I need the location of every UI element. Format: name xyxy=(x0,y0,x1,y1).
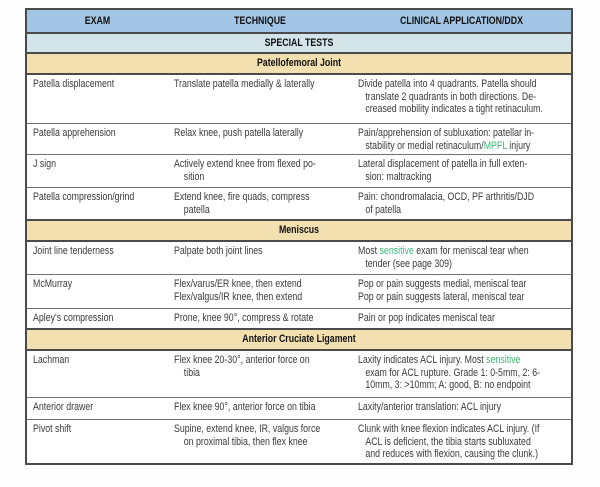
special-tests-table: EXAM TECHNIQUE CLINICAL APPLICATION/DDX … xyxy=(25,8,573,465)
table-row-j-sign: J sign Actively extend knee from flexed … xyxy=(27,154,571,187)
clinical-cell: Divide patella into 4 quadrants. Patella… xyxy=(358,78,543,115)
band-anterior-cruciate-ligament: Anterior Cruciate Ligament xyxy=(27,328,571,349)
exam-cell: McMurray xyxy=(33,278,73,290)
band-special-tests-label: SPECIAL TESTS xyxy=(264,36,334,49)
band-patellofemoral-joint-label: Patellofemoral Joint xyxy=(256,57,342,70)
exam-cell: Apley's compression xyxy=(33,312,114,324)
table-row-lachman: Lachman Flex knee 20-30°, anterior force… xyxy=(27,349,571,397)
technique-cell: Prone, knee 90°, compress & rotate xyxy=(174,312,314,324)
table-row-patella-displacement: Patella displacement Translate patella m… xyxy=(27,73,571,123)
band-special-tests: SPECIAL TESTS xyxy=(27,32,571,52)
band-meniscus-label: Meniscus xyxy=(278,224,320,237)
technique-cell: Translate patella medially & laterally xyxy=(174,78,315,90)
table-row-apleys-compression: Apley's compression Prone, knee 90°, com… xyxy=(27,308,571,328)
exam-cell: Pivot shift xyxy=(33,423,72,435)
clinical-cell: Pain: chondromalacia, OCD, PF arthritis/… xyxy=(358,191,535,216)
technique-cell: Relax knee, push patella laterally xyxy=(174,127,304,139)
exam-cell: Anterior drawer xyxy=(33,401,94,413)
band-meniscus: Meniscus xyxy=(27,219,571,240)
technique-cell: Flex knee 20-30°, anterior force on tibi… xyxy=(174,354,310,379)
highlight-term: sensitive xyxy=(486,354,521,366)
clinical-cell: Pain/apprehension of subluxation: patell… xyxy=(358,127,535,152)
column-header-exam: EXAM xyxy=(84,14,111,27)
table-row-joint-line-tenderness: Joint line tenderness Palpate both joint… xyxy=(27,240,571,274)
clinical-cell: Laxity indicates ACL injury. Most sensit… xyxy=(358,354,541,391)
technique-cell: Flex knee 90°, anterior force on tibia xyxy=(174,401,316,413)
clinical-cell: Clunk with knee flexion indicates ACL in… xyxy=(358,423,540,460)
technique-cell: Palpate both joint lines xyxy=(174,245,263,257)
band-patellofemoral-joint: Patellofemoral Joint xyxy=(27,52,571,73)
technique-cell: Extend knee, fire quads, compress patell… xyxy=(174,191,310,216)
table-row-patella-compression-grind: Patella compression/grind Extend knee, f… xyxy=(27,187,571,219)
technique-cell: Supine, extend knee, IR, valgus force on… xyxy=(174,423,321,448)
table-row-anterior-drawer: Anterior drawer Flex knee 90°, anterior … xyxy=(27,397,571,419)
table-header-row: EXAM TECHNIQUE CLINICAL APPLICATION/DDX xyxy=(27,10,571,32)
exam-cell: Patella compression/grind xyxy=(33,191,135,203)
exam-cell: Joint line tenderness xyxy=(33,245,114,257)
exam-cell: J sign xyxy=(33,158,56,170)
technique-cell: Actively extend knee from flexed po- sit… xyxy=(174,158,316,183)
clinical-cell: Laxity/anterior translation: ACL injury xyxy=(358,401,501,413)
table-row-patella-apprehension: Patella apprehension Relax knee, push pa… xyxy=(27,123,571,154)
column-header-technique: TECHNIQUE xyxy=(234,14,286,27)
clinical-cell: Pain or pop indicates meniscal tear xyxy=(358,312,495,324)
highlight-term: sensitive xyxy=(379,245,414,257)
exam-cell: Lachman xyxy=(33,354,70,366)
exam-cell: Patella apprehension xyxy=(33,127,116,139)
table-row-mcmurray: McMurray Flex/varus/ER knee, then extend… xyxy=(27,274,571,308)
column-header-clinical: CLINICAL APPLICATION/DDX xyxy=(399,14,524,27)
exam-cell: Patella displacement xyxy=(33,78,115,90)
clinical-cell: Lateral displacement of patella in full … xyxy=(358,158,528,183)
clinical-cell: Pop or pain suggests medial, meniscal te… xyxy=(358,278,527,303)
highlight-term: MPFL xyxy=(483,139,507,152)
clinical-cell: Most sensitive exam for meniscal tear wh… xyxy=(358,245,529,270)
table-row-pivot-shift: Pivot shift Supine, extend knee, IR, val… xyxy=(27,419,571,463)
technique-cell: Flex/varus/ER knee, then extend Flex/val… xyxy=(174,278,303,303)
band-acl-label: Anterior Cruciate Ligament xyxy=(242,333,356,346)
